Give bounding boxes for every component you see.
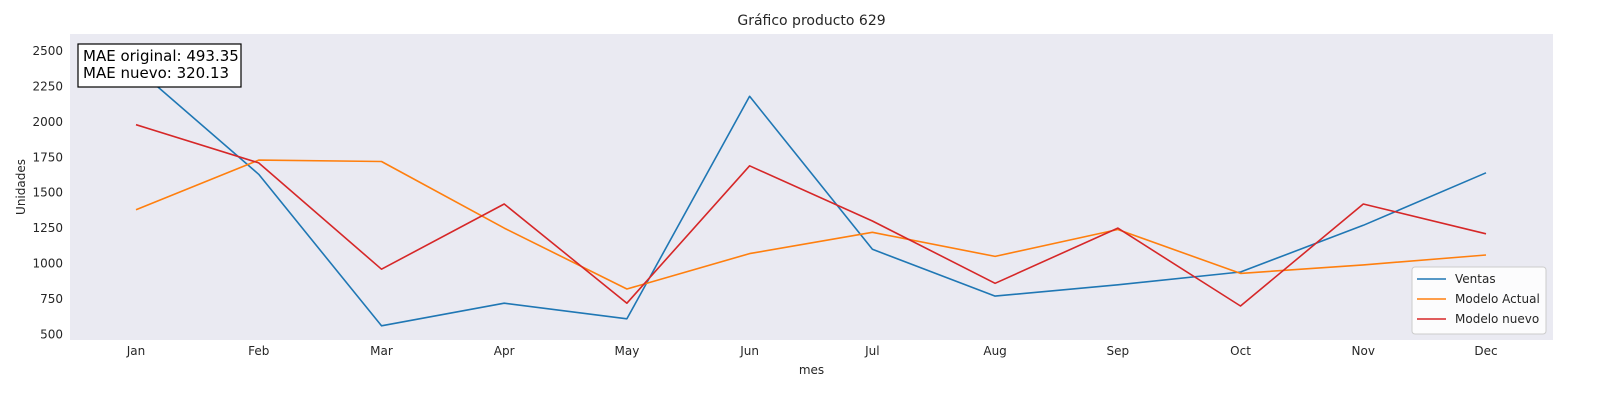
chart-title: Gráfico producto 629 <box>737 13 885 29</box>
y-tick-label: 750 <box>40 292 63 306</box>
x-tick-label: Sep <box>1107 344 1130 358</box>
x-tick-label: Mar <box>370 344 393 358</box>
legend-label-modelo-actual: Modelo Actual <box>1455 292 1540 306</box>
series-line-ventas <box>135 67 1487 327</box>
y-tick-label: 1750 <box>32 150 63 164</box>
legend-frame <box>1411 266 1547 335</box>
x-tick-label: Nov <box>1352 344 1375 358</box>
y-axis-label: Unidades <box>14 159 28 215</box>
y-tick-label: 1250 <box>32 221 63 235</box>
legend: Ventas Modelo Actual Modelo nuevo <box>1411 266 1547 335</box>
x-tick-label: Dec <box>1474 344 1497 358</box>
y-tick-label: 1000 <box>32 257 63 271</box>
x-tick-label: Aug <box>983 344 1006 358</box>
x-tick-label: Jun <box>739 344 759 358</box>
x-tick-label: Oct <box>1230 344 1251 358</box>
x-tick-label: Apr <box>494 344 515 358</box>
y-tick-label: 2250 <box>32 79 63 93</box>
y-tick-label: 2000 <box>32 115 63 129</box>
plot-area <box>70 34 1553 340</box>
legend-label-modelo-nuevo: Modelo nuevo <box>1455 312 1539 326</box>
y-axis: 500 750 1000 1250 1500 1750 2000 2250 2500 <box>32 44 63 341</box>
y-tick-label: 2500 <box>32 44 63 58</box>
x-tick-label: May <box>615 344 640 358</box>
x-tick-label: Feb <box>248 344 269 358</box>
x-axis: Jan Feb Mar Apr May Jun Jul Aug Sep Oct Nov Dec <box>126 344 1498 358</box>
y-tick-label: 500 <box>40 327 63 341</box>
legend-label-ventas: Ventas <box>1455 272 1496 286</box>
series-line-modelo-nuevo <box>135 123 1487 307</box>
y-tick-label: 1500 <box>32 186 63 200</box>
x-axis-label: mes <box>799 363 824 377</box>
x-tick-label: Jan <box>126 344 146 358</box>
annotation-line-1: MAE original: 493.35 <box>83 47 239 65</box>
mae-annotation-box: MAE original: 493.35 MAE nuevo: 320.13 <box>77 43 242 88</box>
x-tick-label: Jul <box>864 344 879 358</box>
annotation-frame <box>77 43 242 88</box>
series-line-modelo-actual <box>135 159 1487 290</box>
annotation-line-2: MAE nuevo: 320.13 <box>83 64 229 82</box>
series-lines <box>135 67 1487 327</box>
